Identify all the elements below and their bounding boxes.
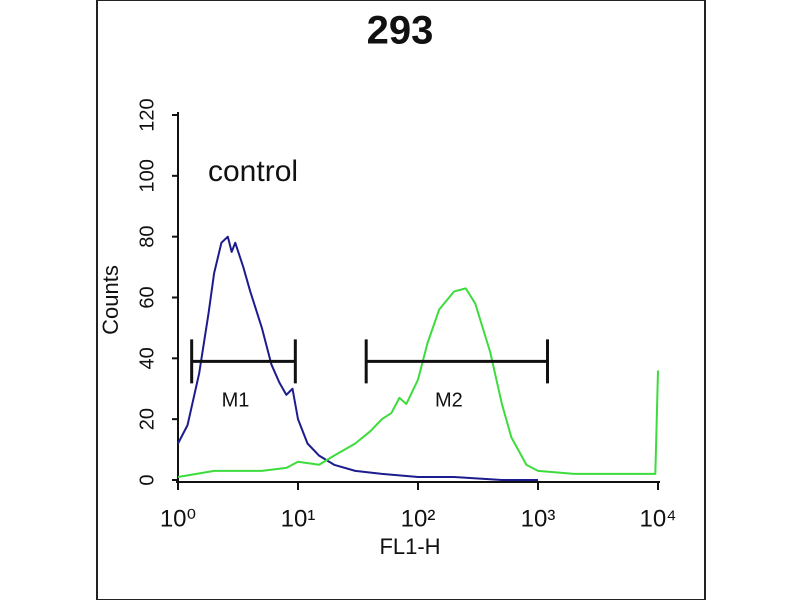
y-tick-label: 40 bbox=[136, 347, 158, 369]
y-tick-label: 100 bbox=[136, 159, 158, 192]
x-tick-label: 10³ bbox=[521, 505, 556, 532]
y-axis-label: Counts bbox=[98, 265, 123, 335]
marker-label: M1 bbox=[222, 390, 250, 412]
x-tick-label: 10⁴ bbox=[639, 505, 676, 532]
series-line bbox=[177, 235, 538, 481]
x-axis-label: FL1-H bbox=[379, 534, 440, 559]
y-tick-label: 60 bbox=[136, 286, 158, 308]
y-tick-label: 80 bbox=[136, 226, 158, 248]
y-tick-label: 0 bbox=[136, 474, 158, 485]
annotation: control bbox=[208, 155, 298, 188]
y-tick-label: 20 bbox=[136, 408, 158, 430]
x-tick-label: 10² bbox=[401, 505, 436, 532]
frame bbox=[96, 0, 706, 600]
chart-title: 293 bbox=[367, 9, 434, 53]
x-tick-label: 10¹ bbox=[281, 505, 316, 532]
marker-label: M2 bbox=[435, 390, 463, 412]
y-tick-label: 120 bbox=[136, 98, 158, 131]
x-tick-label: 10⁰ bbox=[160, 505, 196, 532]
